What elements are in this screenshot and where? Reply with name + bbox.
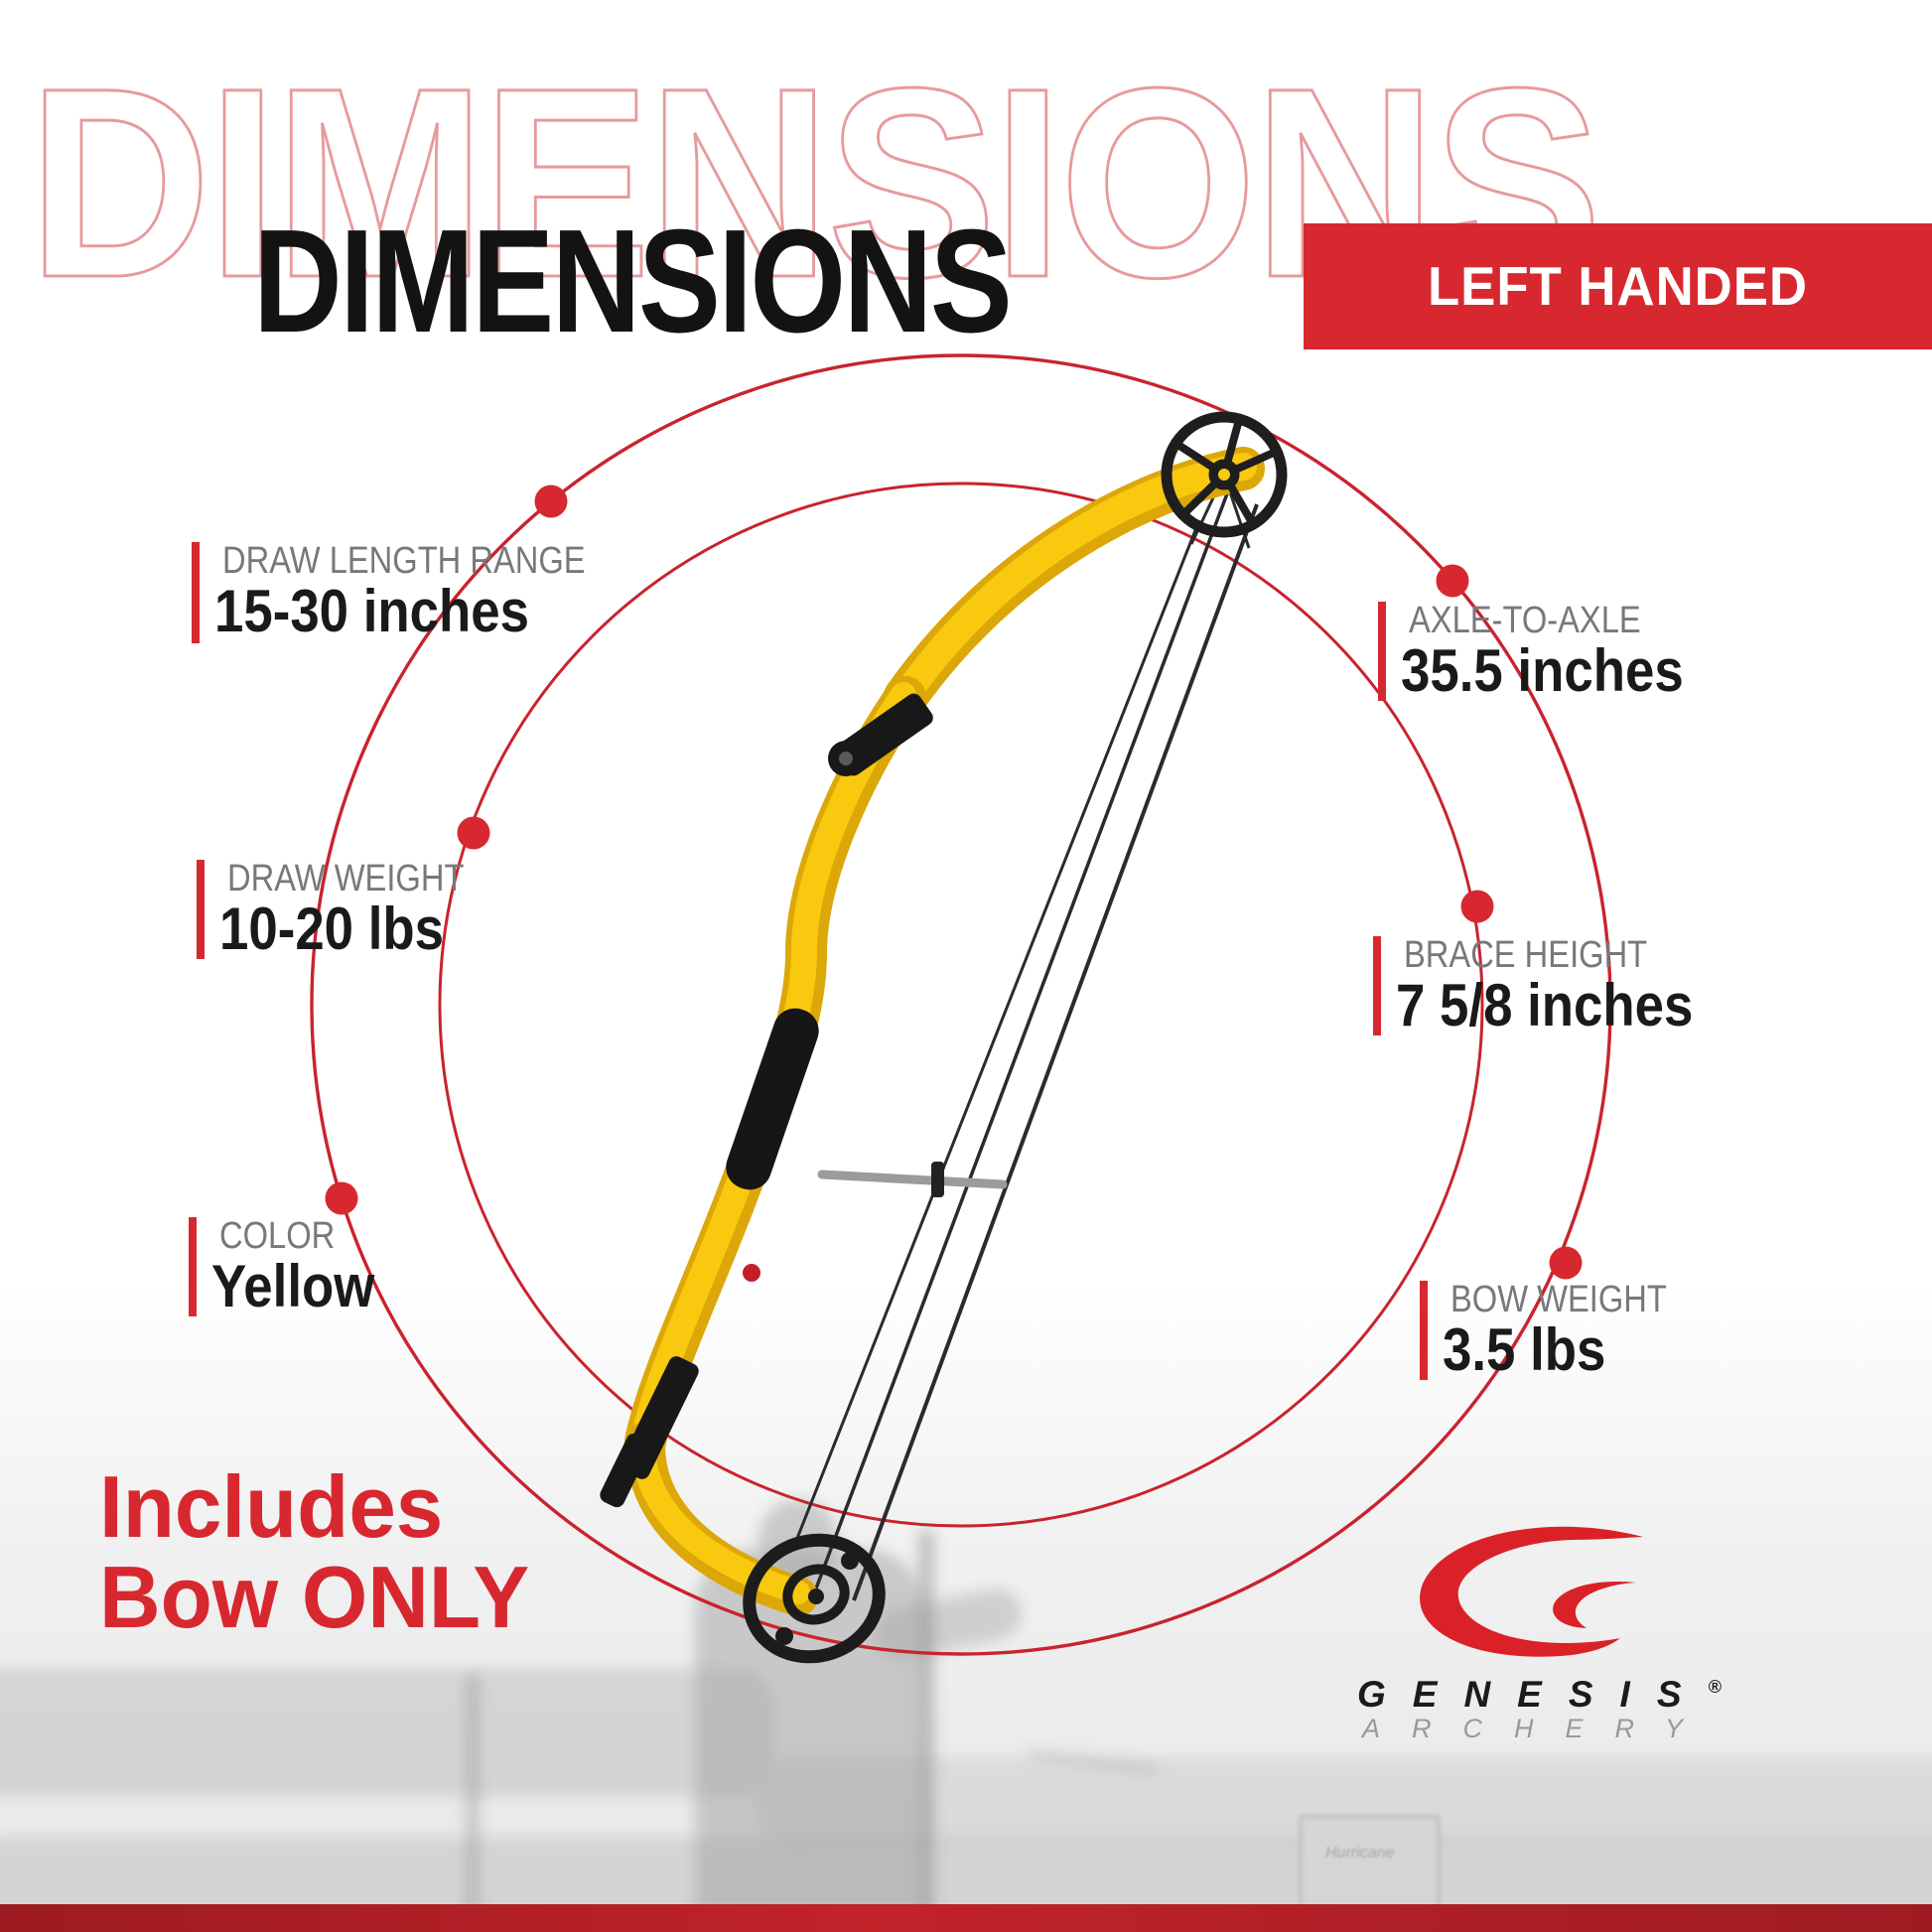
marker-dot-draw-length (534, 484, 568, 518)
photo-target-text: Hurricane (1325, 1845, 1395, 1862)
spec-label: AXLE-TO-AXLE (1409, 600, 1641, 641)
page-title: DIMENSIONS (253, 200, 1013, 363)
spec-accent-bar (192, 542, 200, 643)
spec-accent-bar (189, 1217, 197, 1316)
spec-label: COLOR (219, 1215, 336, 1257)
spec-label: BOW WEIGHT (1450, 1279, 1667, 1320)
bow-cable-slide (931, 1162, 944, 1197)
background-photo: Hurricane (0, 1281, 1932, 1932)
spec-draw-length-range: DRAW LENGTH RANGE 15-30 inches (192, 542, 644, 643)
photo-target-stand (1299, 1815, 1441, 1917)
spec-label: DRAW LENGTH RANGE (222, 540, 586, 582)
includes-note-line1: Includes (99, 1457, 444, 1556)
brand-division: ARCHERY (1362, 1714, 1716, 1743)
marker-dot-bow-weight (1549, 1246, 1583, 1280)
spec-accent-bar (1373, 936, 1381, 1035)
marker-dot-axle (1436, 564, 1469, 598)
marker-dot-color (325, 1181, 358, 1215)
brand-wordmark: GENESIS® (1357, 1674, 1722, 1716)
spec-value: Yellow (211, 1253, 375, 1319)
brand-name-text: GENESIS (1357, 1674, 1709, 1715)
spec-draw-weight: DRAW WEIGHT 10-20 lbs (197, 860, 502, 959)
bow-grip (726, 1008, 819, 1190)
left-handed-badge: LEFT HANDED (1304, 223, 1932, 349)
photo-second-bow (467, 1673, 479, 1932)
left-handed-badge-label: LEFT HANDED (1427, 255, 1809, 317)
spec-value: 7 5/8 inches (1396, 972, 1694, 1038)
spec-value: 15-30 inches (214, 578, 529, 644)
spec-color: COLOR Yellow (189, 1217, 397, 1316)
inner-guide-circle (438, 482, 1484, 1528)
bow-bottom-cam (743, 1533, 886, 1664)
bow-illustration (600, 411, 1288, 1664)
photo-treeline-left (0, 1668, 774, 1797)
includes-note-line2: Bow ONLY (99, 1548, 530, 1646)
photo-archer-bow (918, 1529, 934, 1932)
spec-bow-weight: BOW WEIGHT 3.5 lbs (1420, 1281, 1702, 1380)
registered-mark: ® (1708, 1677, 1722, 1697)
bow-top-cam (1161, 411, 1288, 538)
spec-axle-to-axle: AXLE-TO-AXLE 35.5 inches (1378, 602, 1723, 701)
spec-label: BRACE HEIGHT (1404, 934, 1648, 976)
bow-riser-decal (743, 1264, 760, 1282)
bow-upper-limb-highlight (894, 453, 1257, 707)
genesis-logo-icon (1420, 1526, 1643, 1657)
bow-cable-rod (817, 1170, 1008, 1189)
spec-value: 10-20 lbs (219, 896, 445, 962)
spec-value: 3.5 lbs (1443, 1316, 1606, 1383)
spec-accent-bar (197, 860, 205, 959)
spec-value: 35.5 inches (1401, 637, 1684, 704)
marker-dot-draw-weight (457, 816, 490, 850)
spec-accent-bar (1378, 602, 1386, 701)
bottom-accent-bar (0, 1904, 1932, 1932)
bow-sight (828, 693, 933, 776)
outer-guide-circle (310, 353, 1612, 1656)
includes-note: Includes Bow ONLY (99, 1461, 529, 1642)
bow-strings (790, 474, 1259, 1601)
spec-accent-bar (1420, 1281, 1428, 1380)
spec-label: DRAW WEIGHT (227, 858, 465, 899)
marker-dot-brace (1460, 890, 1494, 923)
spec-brace-height: BRACE HEIGHT 7 5/8 inches (1373, 936, 1733, 1035)
bow-arrow-rest (600, 1356, 699, 1508)
